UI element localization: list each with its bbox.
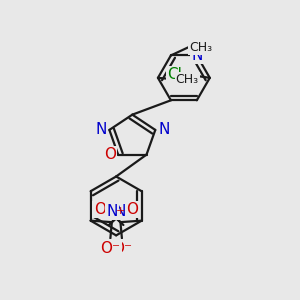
Text: O⁻: O⁻ — [112, 241, 132, 256]
Text: N: N — [158, 122, 169, 137]
Text: CH₃: CH₃ — [189, 41, 212, 54]
Text: +: + — [124, 206, 134, 216]
Text: N: N — [191, 48, 202, 63]
Text: O: O — [104, 147, 116, 162]
Text: O: O — [94, 202, 106, 217]
Text: N: N — [106, 204, 118, 219]
Text: Cl: Cl — [167, 67, 182, 82]
Text: O⁻: O⁻ — [100, 241, 120, 256]
Text: +: + — [116, 206, 125, 216]
Text: O: O — [127, 202, 139, 217]
Text: CH₃: CH₃ — [176, 73, 199, 86]
Text: N: N — [115, 204, 126, 219]
Text: N: N — [95, 122, 106, 137]
